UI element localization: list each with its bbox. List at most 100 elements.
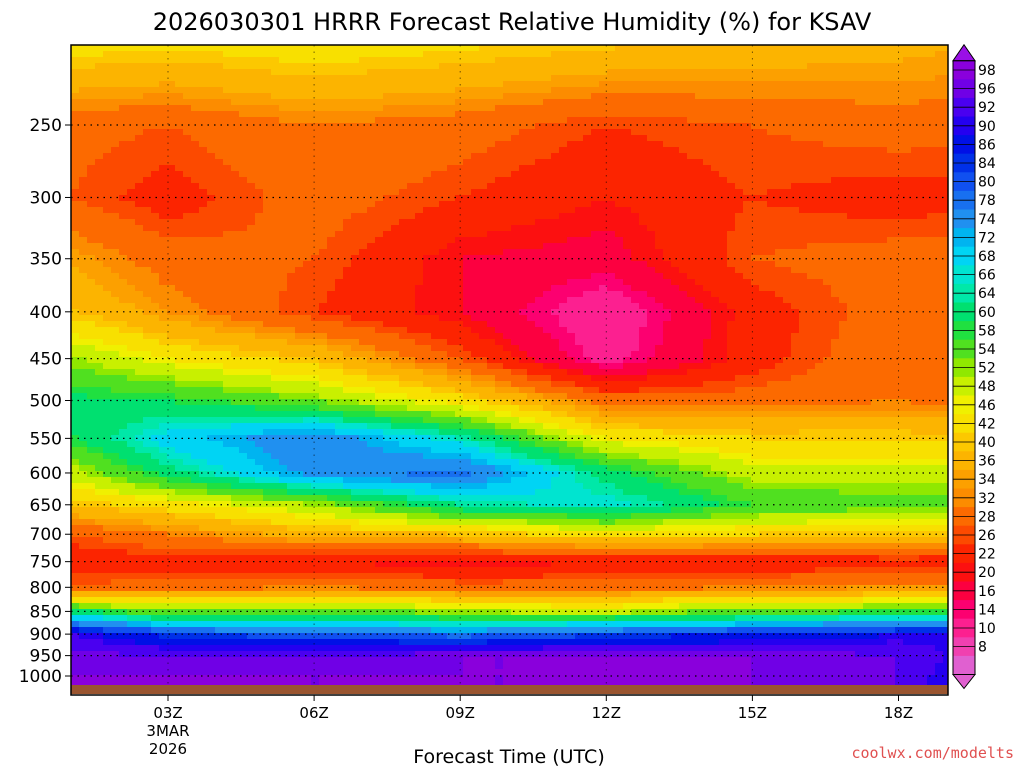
rh-cell — [663, 81, 672, 88]
rh-cell — [631, 207, 640, 214]
rh-cell — [583, 135, 592, 142]
rh-cell — [391, 273, 400, 280]
rh-cell — [735, 69, 744, 76]
rh-cell — [519, 225, 528, 232]
rh-cell — [103, 231, 112, 238]
rh-cell — [703, 183, 712, 190]
rh-cell — [471, 237, 480, 244]
rh-cell — [359, 285, 368, 292]
rh-cell — [791, 63, 800, 70]
rh-cell — [303, 75, 312, 82]
rh-cell — [95, 81, 104, 88]
rh-cell — [423, 285, 432, 292]
rh-cell — [575, 153, 584, 160]
rh-cell — [895, 171, 904, 178]
rh-cell — [783, 171, 792, 178]
rh-cell — [487, 111, 496, 118]
rh-cell — [887, 105, 896, 112]
rh-cell — [903, 177, 912, 184]
rh-cell — [775, 177, 784, 184]
rh-cell — [767, 243, 776, 250]
rh-cell — [791, 171, 800, 178]
rh-cell — [287, 261, 296, 268]
rh-cell — [695, 171, 704, 178]
rh-cell — [543, 249, 552, 256]
rh-cell — [503, 87, 512, 94]
rh-cell — [343, 261, 352, 268]
rh-cell — [671, 147, 680, 154]
rh-cell — [455, 171, 464, 178]
rh-cell — [935, 207, 944, 214]
rh-cell — [919, 207, 928, 214]
rh-cell — [543, 81, 552, 88]
rh-cell — [655, 183, 664, 190]
rh-cell — [367, 87, 376, 94]
rh-cell — [367, 99, 376, 106]
rh-cell — [143, 213, 152, 220]
rh-cell — [95, 249, 104, 256]
rh-cell — [311, 195, 320, 202]
rh-cell — [399, 81, 408, 88]
rh-cell — [607, 93, 616, 100]
rh-cell — [303, 201, 312, 208]
rh-cell — [535, 87, 544, 94]
rh-cell — [807, 45, 816, 52]
rh-cell — [567, 183, 576, 190]
rh-cell — [903, 225, 912, 232]
rh-cell — [671, 135, 680, 142]
rh-cell — [135, 249, 144, 256]
rh-cell — [79, 75, 88, 82]
rh-cell — [767, 189, 776, 196]
rh-cell — [703, 141, 712, 148]
rh-cell — [343, 285, 352, 292]
rh-cell — [863, 147, 872, 154]
rh-cell — [207, 243, 216, 250]
rh-cell — [127, 171, 136, 178]
rh-cell — [447, 303, 456, 310]
rh-cell — [687, 111, 696, 118]
rh-cell — [135, 165, 144, 172]
rh-cell — [799, 117, 808, 124]
rh-cell — [143, 171, 152, 178]
rh-cell — [607, 243, 616, 250]
rh-cell — [311, 141, 320, 148]
rh-cell — [695, 141, 704, 148]
rh-cell — [495, 171, 504, 178]
rh-cell — [671, 183, 680, 190]
rh-cell — [407, 261, 416, 268]
rh-cell — [335, 291, 344, 298]
rh-cell — [271, 135, 280, 142]
rh-cell — [463, 63, 472, 70]
rh-cell — [719, 285, 728, 292]
rh-cell — [535, 99, 544, 106]
rh-cell — [759, 87, 768, 94]
rh-cell — [231, 51, 240, 58]
rh-cell — [495, 219, 504, 226]
rh-cell — [287, 75, 296, 82]
rh-cell — [255, 213, 264, 220]
rh-cell — [775, 183, 784, 190]
rh-cell — [631, 99, 640, 106]
rh-cell — [463, 75, 472, 82]
rh-cell — [151, 147, 160, 154]
rh-cell — [847, 267, 856, 274]
rh-cell — [463, 177, 472, 184]
rh-cell — [847, 207, 856, 214]
rh-cell — [343, 45, 352, 52]
rh-cell — [439, 57, 448, 64]
rh-cell — [687, 135, 696, 142]
rh-cell — [799, 201, 808, 208]
rh-cell — [415, 225, 424, 232]
rh-cell — [839, 261, 848, 268]
rh-cell — [551, 159, 560, 166]
rh-cell — [103, 45, 112, 52]
rh-cell — [647, 165, 656, 172]
rh-cell — [535, 111, 544, 118]
rh-cell — [887, 231, 896, 238]
rh-cell — [567, 87, 576, 94]
rh-cell — [607, 63, 616, 70]
rh-cell — [103, 303, 112, 310]
rh-cell — [111, 123, 120, 130]
rh-cell — [335, 111, 344, 118]
rh-cell — [631, 279, 640, 286]
